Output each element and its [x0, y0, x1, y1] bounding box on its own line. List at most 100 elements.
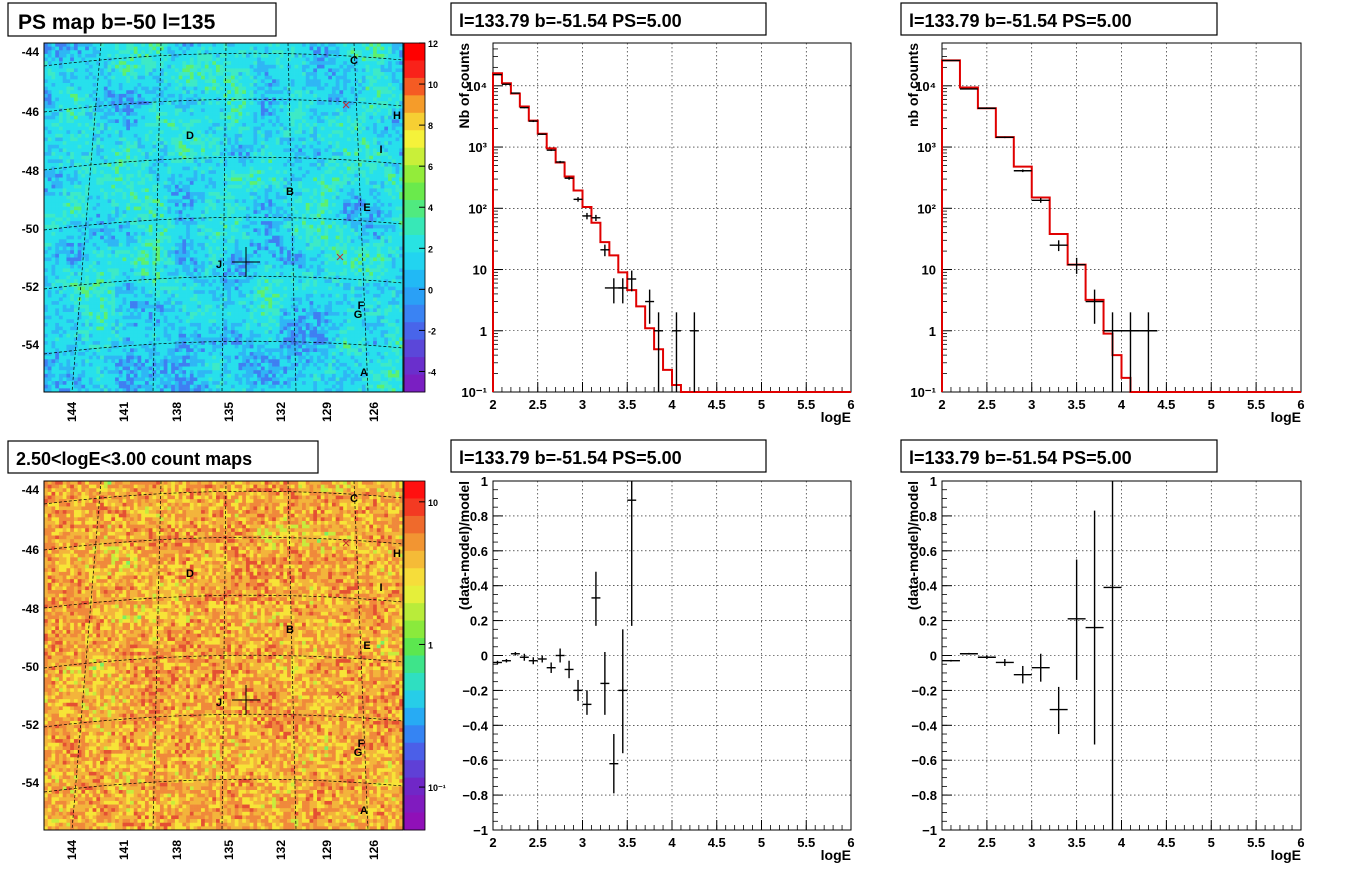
map-pixel [141, 75, 146, 80]
map-pixel [70, 50, 75, 55]
map-pixel [47, 130, 52, 135]
map-pixel [208, 224, 213, 229]
map-pixel [391, 210, 396, 215]
map-pixel [388, 137, 393, 142]
map-pixel [115, 137, 120, 142]
map-pixel [302, 188, 307, 193]
map-pixel [92, 159, 97, 164]
map-pixel [212, 64, 217, 69]
map-pixel [350, 144, 355, 149]
map-pixel [287, 122, 292, 127]
map-pixel [111, 86, 116, 91]
map-pixel [253, 82, 258, 87]
map-pixel [47, 112, 52, 117]
map-pixel [302, 122, 307, 127]
map-pixel [268, 126, 273, 131]
map-pixel [126, 206, 131, 211]
map-pixel [324, 133, 329, 138]
map-pixel [346, 93, 351, 98]
map-pixel [148, 199, 153, 204]
map-pixel [66, 202, 71, 207]
map-pixel [391, 122, 396, 127]
map-pixel [264, 79, 269, 84]
map-pixel [290, 68, 295, 73]
map-pixel [264, 122, 269, 127]
map-pixel [358, 162, 363, 167]
map-pixel [204, 188, 209, 193]
map-pixel [208, 148, 213, 153]
map-pixel [141, 159, 146, 164]
map-pixel [96, 221, 101, 226]
map-pixel [133, 199, 138, 204]
map-pixel [369, 82, 374, 87]
map-pixel [331, 148, 337, 153]
map-pixel [201, 181, 206, 186]
map-pixel [148, 144, 153, 149]
map-pixel [133, 75, 138, 80]
map-pixel [100, 166, 105, 171]
map-pixel [275, 50, 280, 55]
map-pixel [253, 115, 258, 120]
map-pixel [268, 141, 273, 146]
map-pixel [287, 53, 292, 58]
map-pixel [373, 170, 378, 175]
map-pixel [361, 210, 366, 215]
map-pixel [58, 119, 64, 124]
map-pixel [122, 144, 127, 149]
map-pixel [186, 126, 191, 131]
map-pixel [216, 115, 221, 120]
map-pixel [204, 126, 209, 131]
map-pixel [313, 217, 318, 222]
map-pixel [391, 90, 396, 95]
map-pixel [395, 97, 400, 102]
map-pixel [103, 195, 108, 200]
map-pixel [193, 228, 198, 233]
map-pixel [302, 173, 307, 178]
map-pixel [395, 50, 400, 55]
map-pixel [242, 202, 247, 207]
map-pixel [373, 57, 378, 62]
map-pixel [294, 162, 299, 167]
map-pixel [189, 159, 194, 164]
map-pixel [197, 148, 202, 153]
map-pixel [100, 112, 105, 117]
map-pixel [189, 228, 194, 233]
map-pixel [309, 79, 314, 84]
map-pixel [51, 173, 56, 178]
map-pixel [223, 115, 228, 120]
map-pixel [141, 217, 146, 222]
map-pixel [197, 130, 202, 135]
map-pixel [238, 61, 243, 66]
map-pixel [346, 224, 351, 229]
map-pixel [234, 184, 239, 189]
map-pixel [85, 170, 90, 175]
map-pixel [115, 72, 120, 77]
map-pixel [66, 144, 71, 149]
map-pixel [73, 155, 79, 160]
map-pixel [178, 173, 183, 178]
map-pixel [174, 64, 179, 69]
map-pixel [399, 155, 404, 160]
map-pixel [197, 112, 202, 117]
map-pixel [328, 112, 333, 117]
map-pixel [343, 224, 348, 229]
map-pixel [245, 72, 251, 77]
map-pixel [365, 104, 370, 109]
map-pixel [245, 177, 251, 182]
map-pixel [391, 141, 396, 146]
map-pixel [70, 130, 75, 135]
map-pixel [388, 86, 393, 91]
map-pixel [320, 115, 325, 120]
map-pixel [331, 155, 337, 160]
map-pixel [171, 119, 176, 124]
map-pixel [47, 224, 52, 229]
map-pixel [96, 173, 101, 178]
map-pixel [178, 82, 183, 87]
map-pixel [227, 192, 232, 197]
map-pixel [309, 184, 314, 189]
map-pixel [219, 122, 224, 127]
map-pixel [361, 148, 366, 153]
map-pixel [115, 46, 120, 51]
map-pixel [316, 137, 322, 142]
